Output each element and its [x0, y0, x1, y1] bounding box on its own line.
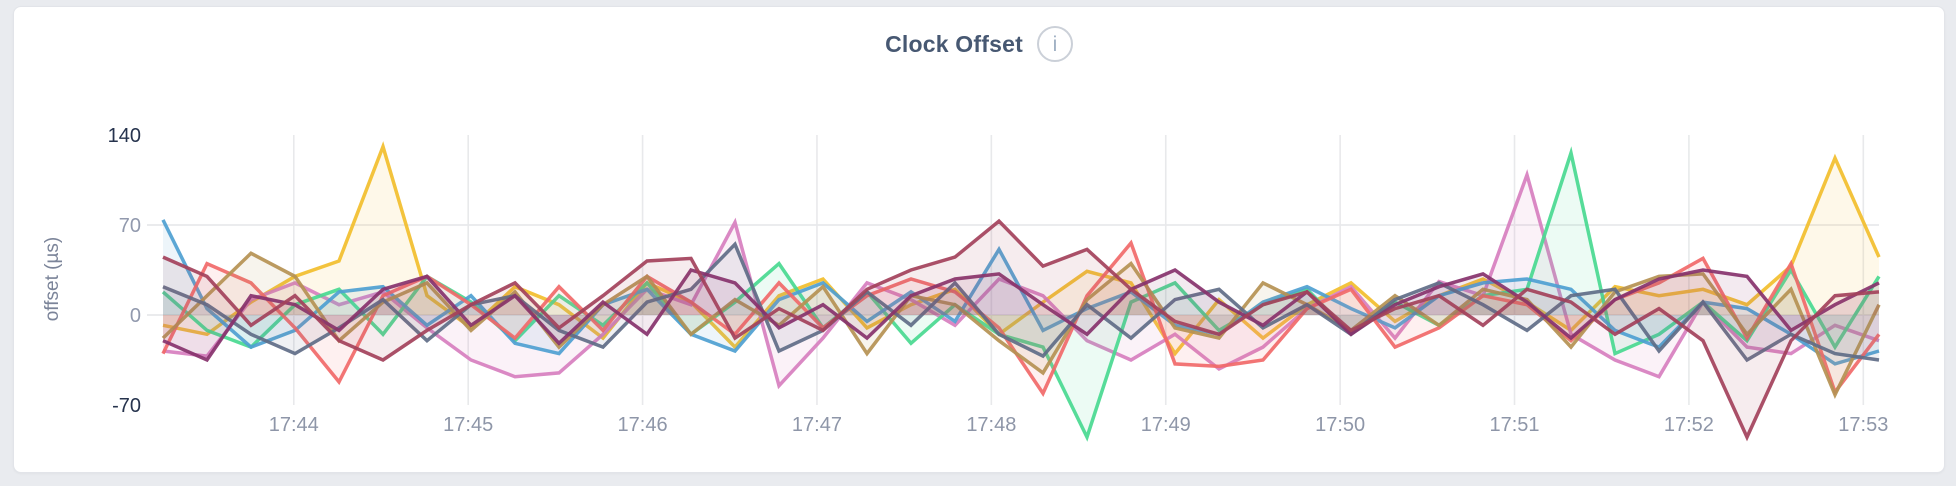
x-tick-label: 17:46	[618, 414, 668, 436]
chart-title: Clock Offset	[885, 30, 1023, 57]
series-purple-area	[163, 270, 1879, 360]
x-tick-label: 17:50	[1315, 414, 1365, 436]
x-tick-label: 17:45	[443, 414, 493, 436]
y-tick-label: -70	[112, 395, 141, 417]
y-tick-label: 140	[108, 125, 141, 147]
x-tick-label: 17:52	[1664, 414, 1714, 436]
y-tick-label: 70	[119, 215, 141, 237]
clock-offset-chart-card: Clock Offset i 17:44 17:45 17:46 17:47 17:48…	[13, 6, 1945, 473]
series-green-area	[163, 153, 1879, 438]
chart-header: Clock Offset i	[14, 7, 1944, 81]
info-icon[interactable]: i	[1036, 26, 1073, 62]
x-tick-label: 17:47	[792, 414, 842, 436]
series-tan-area	[163, 253, 1879, 395]
y-axis-title: offset (µs)	[42, 237, 63, 322]
x-tick-label: 17:49	[1141, 414, 1191, 436]
y-tick-label: 0	[130, 305, 141, 327]
x-tick-label: 17:51	[1489, 414, 1539, 436]
x-tick-label: 17:48	[966, 414, 1016, 436]
x-tick-label: 17:53	[1838, 414, 1888, 436]
series-slate-area	[163, 244, 1879, 360]
series-slate-line	[162, 241, 1880, 363]
x-tick-label: 17:44	[269, 414, 319, 436]
series-maroon-area	[163, 221, 1879, 438]
series-orchid-area	[163, 174, 1879, 386]
clock-offset-chart[interactable]: 17:44 17:45 17:46 17:47 17:48 17:49 17:50 17:51…	[14, 7, 1946, 474]
series-salmon-area	[163, 243, 1879, 394]
series-maroon-line	[162, 218, 1880, 442]
